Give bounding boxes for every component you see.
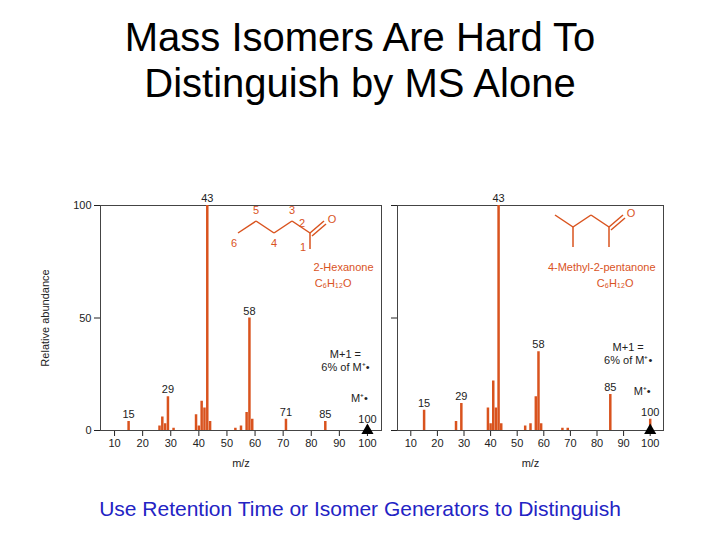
svg-text:M⁺•: M⁺• (634, 385, 651, 397)
svg-text:90: 90 (333, 437, 345, 449)
svg-text:Relative abundance: Relative abundance (39, 269, 51, 366)
svg-text:m/z: m/z (232, 457, 250, 469)
svg-text:20: 20 (431, 437, 443, 449)
svg-text:M⁺•: M⁺• (351, 392, 368, 404)
svg-text:2: 2 (299, 217, 305, 229)
svg-text:29: 29 (162, 383, 174, 395)
svg-text:58: 58 (243, 305, 255, 317)
svg-text:85: 85 (604, 381, 616, 393)
svg-text:58: 58 (532, 338, 544, 350)
svg-text:100: 100 (641, 406, 659, 418)
svg-text:100: 100 (358, 413, 376, 425)
svg-text:C₆H₁₂O: C₆H₁₂O (315, 277, 352, 289)
svg-text:4: 4 (271, 237, 277, 249)
svg-text:90: 90 (617, 437, 629, 449)
svg-text:100: 100 (73, 199, 91, 211)
svg-text:5: 5 (253, 204, 259, 216)
svg-text:43: 43 (201, 192, 213, 204)
svg-text:80: 80 (305, 437, 317, 449)
svg-text:60: 60 (538, 437, 550, 449)
svg-text:50: 50 (221, 437, 233, 449)
svg-text:10: 10 (108, 437, 120, 449)
svg-text:M+1 =: M+1 = (330, 348, 361, 360)
svg-text:70: 70 (564, 437, 576, 449)
svg-text:50: 50 (79, 312, 91, 324)
svg-text:M+1 =: M+1 = (613, 341, 644, 353)
svg-text:6: 6 (231, 237, 237, 249)
svg-text:43: 43 (492, 192, 504, 204)
svg-text:C₆H₁₂O: C₆H₁₂O (597, 277, 634, 289)
svg-text:85: 85 (319, 408, 331, 420)
svg-text:2-Hexanone: 2-Hexanone (314, 261, 374, 273)
svg-text:40: 40 (193, 437, 205, 449)
svg-text:40: 40 (484, 437, 496, 449)
svg-text:60: 60 (249, 437, 261, 449)
svg-text:6% of M⁺•: 6% of M⁺• (604, 354, 652, 366)
svg-text:100: 100 (641, 437, 659, 449)
svg-text:1: 1 (300, 241, 306, 253)
svg-text:50: 50 (511, 437, 523, 449)
svg-text:70: 70 (277, 437, 289, 449)
html-text:Mass Isomers Are Hard To Disti: Mass Isomers Are Hard To Distinguish by … (124, 15, 596, 105)
svg-text:30: 30 (165, 437, 177, 449)
svg-text:O: O (627, 207, 636, 219)
html-text:Use Retention Time or Isomer G: Use Retention Time or Isomer Generators … (99, 497, 621, 520)
svg-text:100: 100 (358, 437, 376, 449)
svg-text:4-Methyl-2-pentanone: 4-Methyl-2-pentanone (548, 261, 656, 273)
svg-text:O: O (328, 213, 337, 225)
svg-text:3: 3 (289, 204, 295, 216)
svg-text:10: 10 (405, 437, 417, 449)
svg-text:15: 15 (418, 397, 430, 409)
svg-text:29: 29 (455, 390, 467, 402)
svg-text:30: 30 (458, 437, 470, 449)
svg-text:6% of M⁺•: 6% of M⁺• (321, 361, 369, 373)
svg-text:71: 71 (280, 406, 292, 418)
svg-text:20: 20 (137, 437, 149, 449)
svg-text:m/z: m/z (522, 457, 540, 469)
svg-text:80: 80 (591, 437, 603, 449)
svg-text:0: 0 (85, 424, 91, 436)
svg-text:15: 15 (122, 408, 134, 420)
